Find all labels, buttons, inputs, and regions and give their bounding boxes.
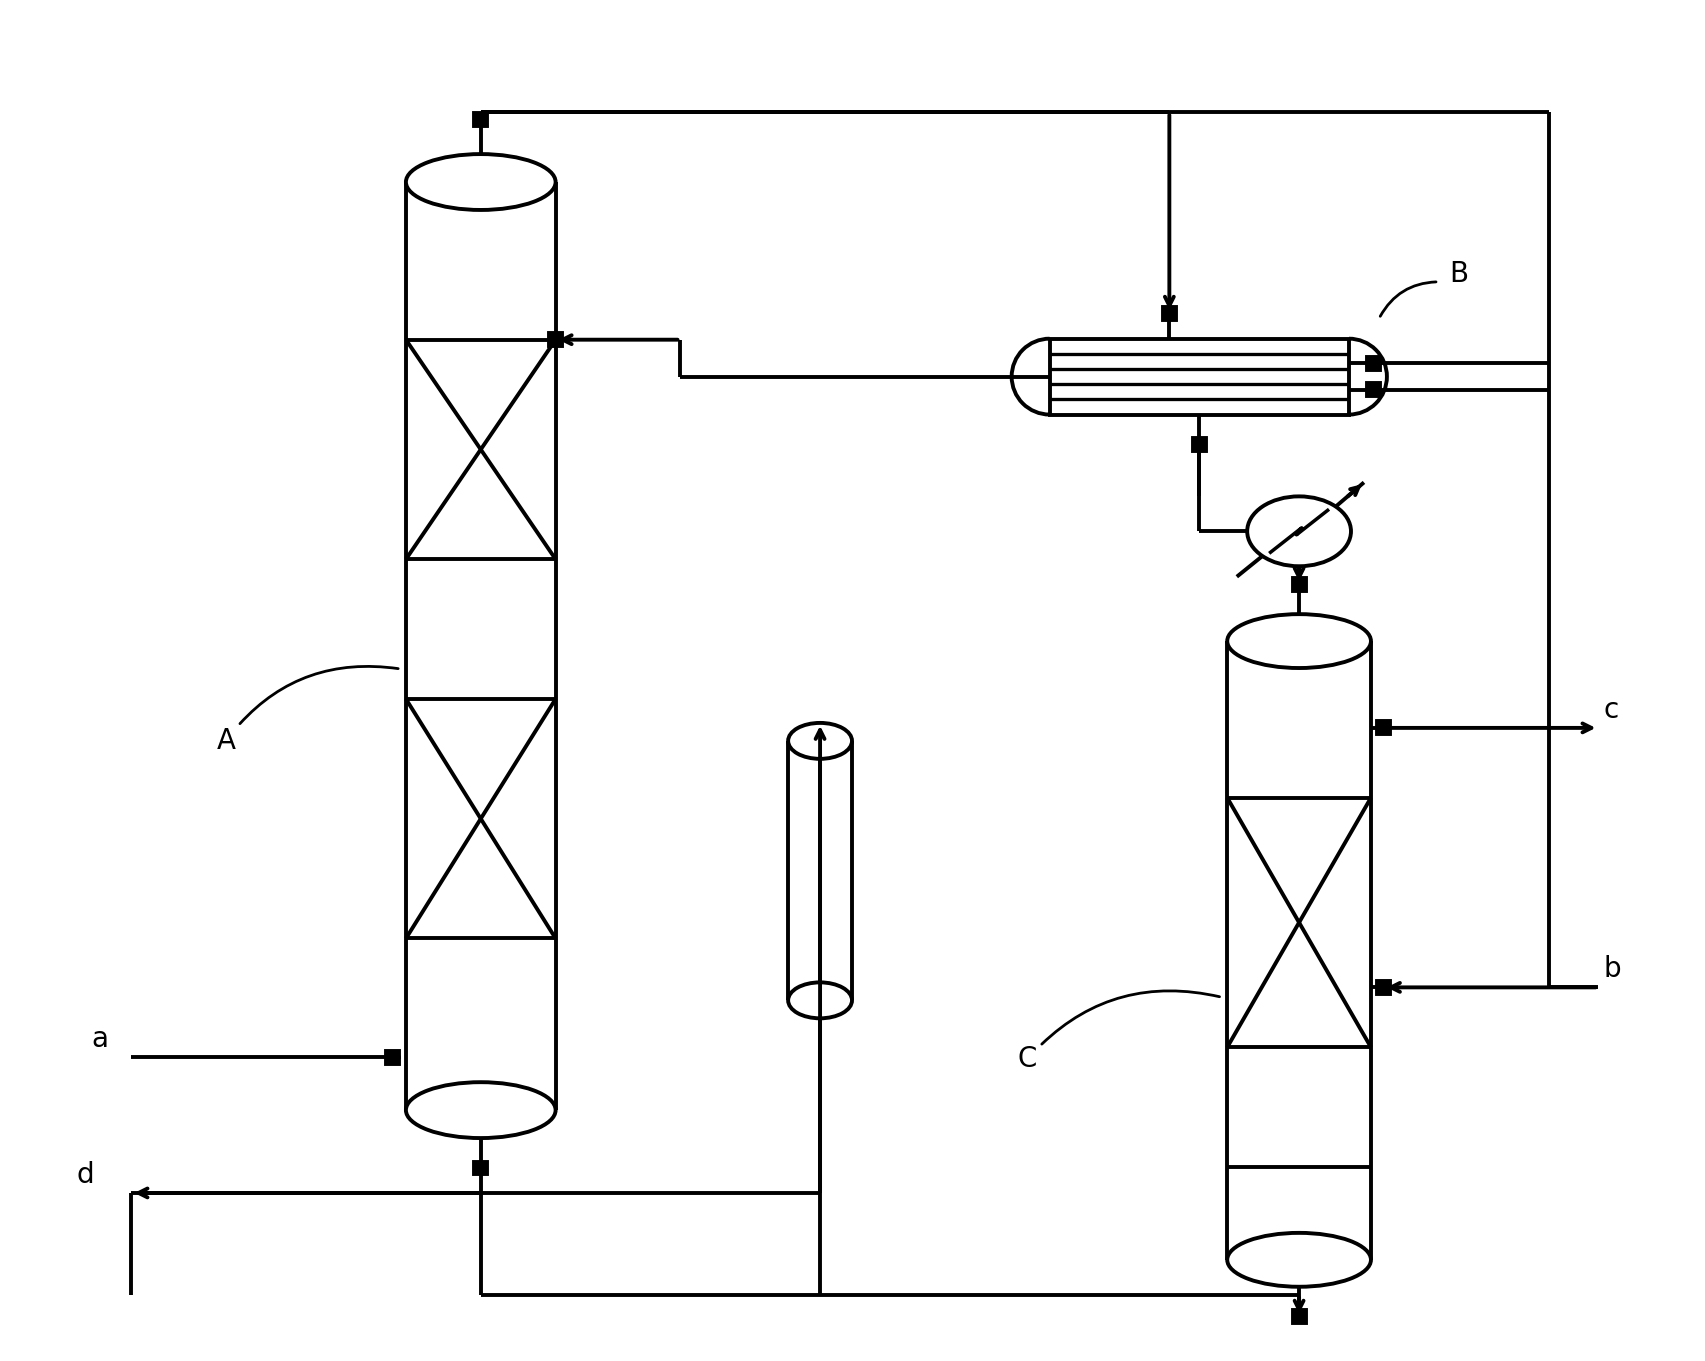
Ellipse shape xyxy=(788,983,851,1018)
Bar xyxy=(1163,308,1175,320)
Bar xyxy=(474,113,488,125)
Text: A: A xyxy=(217,667,397,755)
Text: c: c xyxy=(1603,695,1618,724)
Bar xyxy=(1049,339,1349,415)
Ellipse shape xyxy=(788,723,851,759)
Text: d: d xyxy=(77,1161,94,1190)
Bar xyxy=(1367,384,1379,396)
Bar xyxy=(549,333,561,346)
Bar xyxy=(474,1161,488,1175)
Ellipse shape xyxy=(1246,497,1350,566)
Bar xyxy=(1292,577,1304,591)
Bar xyxy=(1192,438,1205,450)
Text: C: C xyxy=(1018,991,1219,1074)
Bar xyxy=(1367,357,1379,370)
Text: B: B xyxy=(1448,260,1466,287)
Ellipse shape xyxy=(406,154,556,210)
Ellipse shape xyxy=(1226,1233,1371,1286)
Bar xyxy=(387,1051,399,1064)
Bar xyxy=(1292,1311,1304,1323)
Ellipse shape xyxy=(406,1082,556,1138)
Ellipse shape xyxy=(1226,614,1371,668)
Bar xyxy=(1376,721,1390,735)
Text: b: b xyxy=(1603,955,1620,984)
Bar xyxy=(1376,981,1390,994)
Text: a: a xyxy=(92,1025,109,1053)
